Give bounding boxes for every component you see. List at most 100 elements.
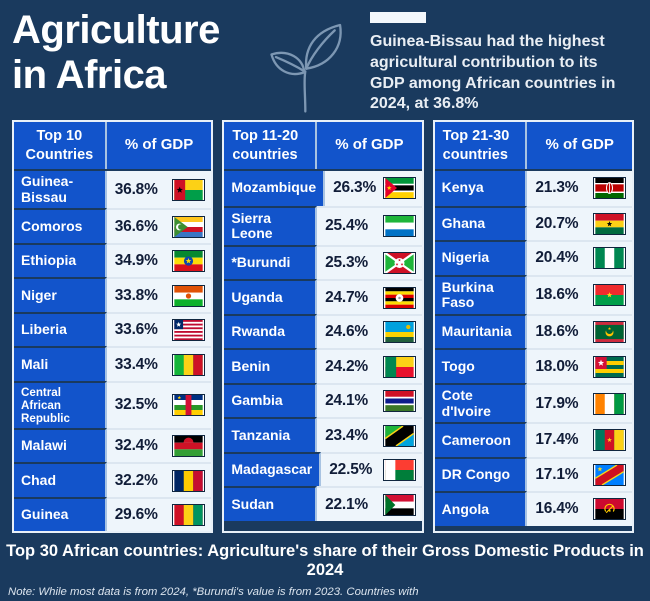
flag-icon-angola bbox=[592, 498, 626, 521]
gdp-value-cell: 18.0% bbox=[527, 348, 632, 383]
table-row: Sierra Leone 25.4% bbox=[224, 205, 422, 245]
gdp-value-cell: 17.9% bbox=[527, 382, 632, 423]
flag-icon-guinea bbox=[172, 504, 206, 527]
gdp-percentage: 24.7% bbox=[325, 288, 369, 306]
title-line-1: Agriculture bbox=[12, 8, 220, 52]
table-row: DR Congo 17.1% bbox=[434, 456, 632, 492]
flag-icon-comoros bbox=[172, 215, 206, 238]
flag-icon-mozambique bbox=[382, 177, 416, 200]
country-name: Chad bbox=[14, 462, 107, 497]
page-title: Agriculture in Africa bbox=[12, 8, 260, 118]
rank-column-header: Top 11-20 countries bbox=[224, 122, 318, 169]
table-row: Uganda 24.7% bbox=[224, 279, 422, 314]
table-row: Guinea-Bissau 36.8% bbox=[14, 171, 212, 209]
table-row: Niger 33.8% bbox=[14, 277, 212, 312]
gdp-value-cell: 34.9% bbox=[106, 242, 212, 278]
table-row: Sudan 22.1% bbox=[224, 486, 422, 521]
rank-column-header: Top 21-30 countries bbox=[434, 122, 528, 169]
country-name: Angola bbox=[434, 491, 528, 526]
flag-icon-benin bbox=[382, 355, 416, 378]
table-row: Benin 24.2% bbox=[224, 348, 422, 383]
country-name: Rwanda bbox=[224, 313, 318, 349]
gdp-value-cell: 33.6% bbox=[106, 311, 212, 347]
flag-icon-ghana bbox=[592, 212, 626, 235]
callout-text: Guinea-Bissau had the highest agricultur… bbox=[370, 33, 616, 113]
table-row: Rwanda 24.6% bbox=[224, 313, 422, 349]
flag-icon-togo bbox=[592, 355, 626, 378]
gdp-value-cell: 18.6% bbox=[527, 274, 632, 314]
table-row: Mozambique 26.3% bbox=[224, 171, 422, 206]
gdp-value-cell: 33.8% bbox=[106, 277, 212, 312]
table-row: *Burundi 25.3% bbox=[224, 244, 422, 280]
country-name: Benin bbox=[224, 348, 318, 383]
flag-icon-chad bbox=[172, 469, 206, 492]
callout-accent-bar bbox=[370, 12, 426, 23]
flag-icon-liberia bbox=[172, 319, 206, 342]
gdp-value-cell: 25.4% bbox=[317, 205, 422, 245]
table-row: Nigeria 20.4% bbox=[434, 240, 632, 275]
gdp-percentage: 18.6% bbox=[535, 286, 579, 304]
country-name: Burkina Faso bbox=[434, 274, 528, 314]
table-row: Tanzania 23.4% bbox=[224, 417, 422, 452]
country-name: Ghana bbox=[434, 205, 528, 240]
table-row: Ghana 20.7% bbox=[434, 205, 632, 240]
gdp-value-cell: 25.3% bbox=[317, 244, 422, 280]
gdp-value-cell: 23.4% bbox=[317, 417, 422, 452]
country-name: Cote d'Ivoire bbox=[434, 382, 528, 423]
country-name: *Burundi bbox=[224, 244, 318, 280]
country-name: Niger bbox=[14, 277, 107, 312]
ranking-table-3: Top 21-30 countries% of GDP Kenya 21.3% Gha… bbox=[432, 120, 634, 534]
flag-icon-gambia bbox=[382, 390, 416, 413]
footnote: Note: While most data is from 2024, *Bur… bbox=[8, 586, 419, 599]
country-name: Sudan bbox=[224, 486, 318, 521]
table-row: Ethiopia 34.9% bbox=[14, 242, 212, 278]
gdp-percentage: 29.6% bbox=[114, 506, 158, 524]
country-name: Central African Republic bbox=[14, 380, 107, 428]
gdp-value-cell: 21.3% bbox=[527, 171, 632, 206]
flag-icon-burkina-faso bbox=[592, 284, 626, 307]
table-row: Malawi 32.4% bbox=[14, 427, 212, 463]
gdp-percentage: 32.2% bbox=[114, 471, 158, 489]
table-row: Madagascar 22.5% bbox=[224, 451, 422, 487]
flag-icon-mauritania bbox=[592, 321, 626, 344]
gdp-value-cell: 18.6% bbox=[527, 313, 632, 349]
gdp-percentage: 36.8% bbox=[114, 180, 158, 198]
gdp-percentage: 26.3% bbox=[333, 179, 377, 197]
gdp-percentage: 16.4% bbox=[535, 500, 579, 518]
ranking-tables: Top 10 Countries% of GDP Guinea-Bissau 36.… bbox=[0, 120, 650, 534]
gdp-value-cell: 24.1% bbox=[317, 382, 422, 418]
gdp-value-cell: 24.2% bbox=[317, 348, 422, 383]
gdp-percentage: 17.9% bbox=[535, 394, 579, 412]
footer: Note: While most data is from 2024, *Bur… bbox=[0, 583, 650, 601]
table-row: Angola 16.4% bbox=[434, 491, 632, 526]
gdp-value-cell: 32.4% bbox=[106, 427, 212, 463]
flag-icon-sierra-leone bbox=[382, 215, 416, 238]
gdp-percentage: 17.4% bbox=[535, 431, 579, 449]
country-name: DR Congo bbox=[434, 456, 528, 492]
title-line-2: in Africa bbox=[12, 53, 167, 98]
gdp-value-cell: 24.6% bbox=[317, 313, 422, 349]
flag-icon-central-african-republic bbox=[172, 394, 206, 417]
flag-icon-burundi bbox=[382, 252, 416, 275]
country-name: Madagascar bbox=[224, 451, 322, 487]
gdp-percentage: 25.4% bbox=[325, 217, 369, 235]
gdp-value-cell: 20.4% bbox=[527, 240, 632, 275]
table-row: Guinea 29.6% bbox=[14, 496, 212, 532]
country-name: Kenya bbox=[434, 171, 528, 206]
gdp-percentage: 17.1% bbox=[535, 465, 579, 483]
gdp-value-cell: 16.4% bbox=[527, 491, 632, 526]
country-name: Liberia bbox=[14, 311, 107, 347]
gdp-percentage: 32.5% bbox=[114, 396, 158, 414]
gdp-value-cell: 26.3% bbox=[325, 171, 422, 206]
gdp-value-cell: 32.5% bbox=[106, 380, 212, 428]
country-name: Mauritania bbox=[434, 313, 528, 349]
gdp-value-cell: 36.6% bbox=[106, 208, 212, 243]
gdp-percentage: 18.6% bbox=[535, 323, 579, 341]
country-name: Togo bbox=[434, 348, 528, 383]
country-name: Comoros bbox=[14, 208, 107, 243]
flag-icon-guinea-bissau bbox=[172, 178, 206, 201]
table-row: Mali 33.4% bbox=[14, 346, 212, 381]
country-name: Sierra Leone bbox=[224, 205, 318, 245]
gdp-percentage: 24.2% bbox=[325, 357, 369, 375]
gdp-value-cell: 22.5% bbox=[321, 451, 422, 487]
